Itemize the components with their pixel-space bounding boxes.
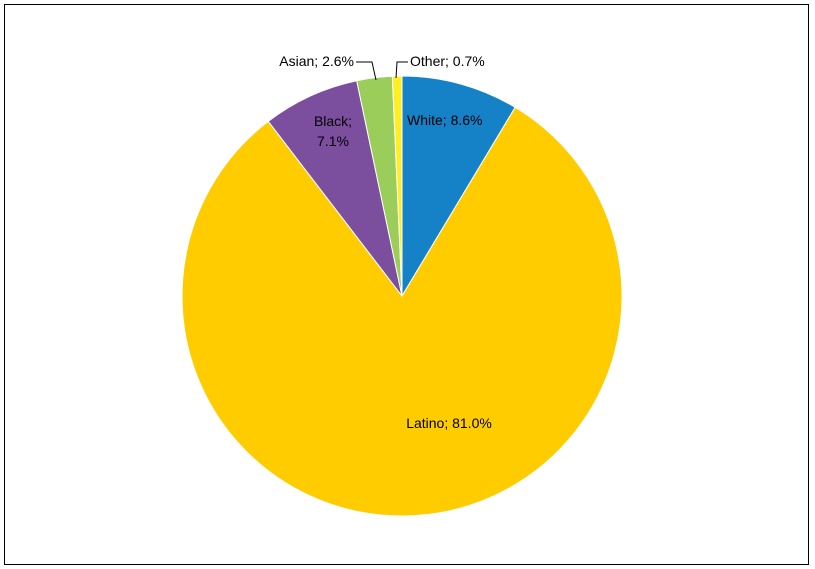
pie-slice-latino <box>181 106 623 517</box>
slice-label-latino: Latino; 81.0% <box>406 415 492 431</box>
leader-line-asian <box>356 61 377 81</box>
slice-label-black: Black; <box>314 113 352 129</box>
pie-slice-other <box>391 75 403 297</box>
slice-label-black-value: 7.1% <box>317 133 349 149</box>
slice-labels: White; 8.6% Latino; 81.0% Black; 7.1% As… <box>279 53 492 431</box>
leader-line-other <box>395 61 408 79</box>
slice-label-other: Other; 0.7% <box>410 53 485 69</box>
leader-lines <box>356 61 408 81</box>
slice-label-white: White; 8.6% <box>407 112 482 128</box>
pie-slice-white <box>401 75 516 298</box>
slice-label-asian: Asian; 2.6% <box>279 53 354 69</box>
pie-slices <box>181 75 623 517</box>
